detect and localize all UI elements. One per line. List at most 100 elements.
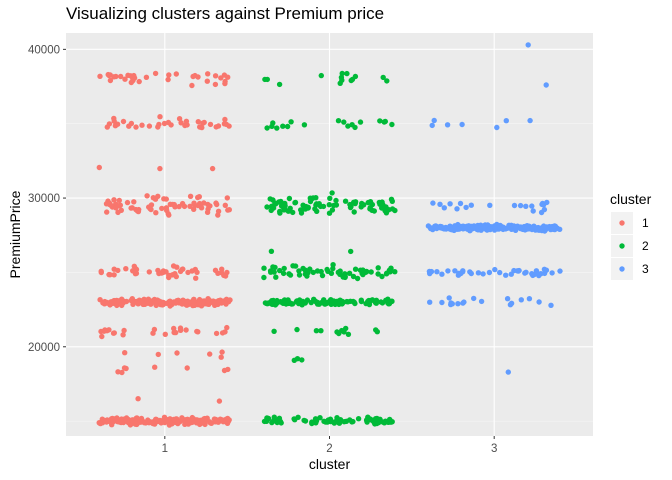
cluster-3-point <box>455 226 461 232</box>
cluster-2-point <box>386 207 392 213</box>
cluster-2-point <box>305 204 311 210</box>
cluster-1-point <box>205 71 211 77</box>
cluster-3-point <box>538 209 545 216</box>
cluster-1-point <box>166 299 173 306</box>
cluster-1-point <box>201 200 207 206</box>
cluster-2-point <box>384 298 391 304</box>
cluster-1-point <box>137 419 144 425</box>
cluster-3-point <box>530 208 536 214</box>
cluster-1-point <box>226 207 232 213</box>
cluster-1-point <box>112 123 119 129</box>
cluster-2-point <box>349 419 355 425</box>
cluster-2-point <box>280 270 287 277</box>
cluster-2-point <box>267 196 273 202</box>
cluster-1-point <box>206 419 213 425</box>
legend-key-point <box>619 266 625 272</box>
cluster-1-point <box>171 325 177 332</box>
cluster-1-point <box>178 417 185 424</box>
cluster-3-point <box>523 203 529 209</box>
cluster-1-point <box>120 332 126 338</box>
cluster-3-point <box>437 201 443 207</box>
cluster-2-point <box>310 269 316 276</box>
cluster-2-point <box>371 208 377 214</box>
cluster-1-point <box>116 203 122 209</box>
cluster-1-point <box>116 197 123 204</box>
x-tick-label: 2 <box>326 443 332 455</box>
cluster-1-point <box>173 300 179 306</box>
cluster-2-point <box>382 118 388 125</box>
cluster-1-point <box>99 333 105 340</box>
cluster-1-point <box>114 415 120 421</box>
cluster-1-point <box>215 270 221 276</box>
cluster-1-point <box>111 115 117 122</box>
cluster-1-point <box>189 268 195 274</box>
cluster-3-point <box>486 226 493 232</box>
cluster-2-point <box>322 300 329 306</box>
cluster-2-point <box>299 357 305 363</box>
cluster-3-point <box>549 225 556 232</box>
y-axis-title: PremiumPrice <box>7 190 23 278</box>
cluster-1-point <box>193 275 199 281</box>
cluster-1-point <box>224 324 230 331</box>
cluster-1-point <box>152 70 159 77</box>
cluster-1-point <box>104 124 111 130</box>
cluster-1-point <box>197 298 203 304</box>
cluster-1-point <box>166 212 172 218</box>
cluster-2-point <box>367 199 374 205</box>
cluster-2-point <box>354 275 361 282</box>
legend-label: 3 <box>642 262 649 276</box>
cluster-2-point <box>264 76 270 83</box>
cluster-3-point <box>441 205 447 211</box>
cluster-3-point <box>452 268 458 274</box>
cluster-2-point <box>348 248 354 255</box>
cluster-3-point <box>463 204 469 211</box>
cluster-2-point <box>264 204 270 210</box>
cluster-1-point <box>123 266 129 272</box>
cluster-2-point <box>320 203 327 210</box>
cluster-1-point <box>152 364 158 370</box>
cluster-3-point <box>526 296 533 302</box>
cluster-1-point <box>163 205 170 211</box>
cluster-3-point <box>543 82 549 88</box>
legend-title: cluster <box>610 191 652 207</box>
chart-title: Visualizing clusters against Premium pri… <box>66 4 385 23</box>
cluster-1-point <box>183 118 190 125</box>
cluster-1-point <box>107 419 114 425</box>
cluster-2-point <box>278 299 284 305</box>
cluster-2-point <box>278 203 285 209</box>
cluster-3-point <box>434 269 440 275</box>
cluster-3-point <box>529 203 535 209</box>
cluster-1-point <box>225 366 231 373</box>
cluster-3-point <box>447 201 453 207</box>
cluster-1-point <box>209 165 216 172</box>
cluster-2-point <box>315 300 321 306</box>
x-axis: 1 2 3 <box>162 436 497 455</box>
cluster-1-point <box>118 73 124 80</box>
cluster-2-point <box>352 124 358 131</box>
cluster-1-point <box>194 328 200 335</box>
cluster-1-point <box>131 199 137 205</box>
cluster-2-point <box>326 202 332 208</box>
legend-key-point <box>619 243 625 249</box>
cluster-3-point <box>455 301 461 307</box>
cluster-3-point <box>496 224 502 230</box>
cluster-1-point <box>120 118 127 125</box>
cluster-1-point <box>156 270 162 277</box>
cluster-2-point <box>355 416 362 422</box>
cluster-2-point <box>346 270 353 276</box>
cluster-1-point <box>211 299 217 305</box>
cluster-1-point <box>166 272 172 278</box>
cluster-1-point <box>185 419 192 426</box>
cluster-3-point <box>505 369 511 375</box>
cluster-1-point <box>171 416 177 423</box>
cluster-2-point <box>331 298 337 304</box>
cluster-2-point <box>291 416 297 422</box>
cluster-1-point <box>131 263 137 269</box>
y-tick-label: 40000 <box>28 44 60 56</box>
cluster-2-point <box>301 206 307 212</box>
cluster-2-point <box>324 419 330 425</box>
cluster-1-point <box>222 80 228 87</box>
cluster-1-point <box>213 330 220 337</box>
cluster-1-point <box>111 197 117 203</box>
cluster-1-point <box>132 298 138 305</box>
